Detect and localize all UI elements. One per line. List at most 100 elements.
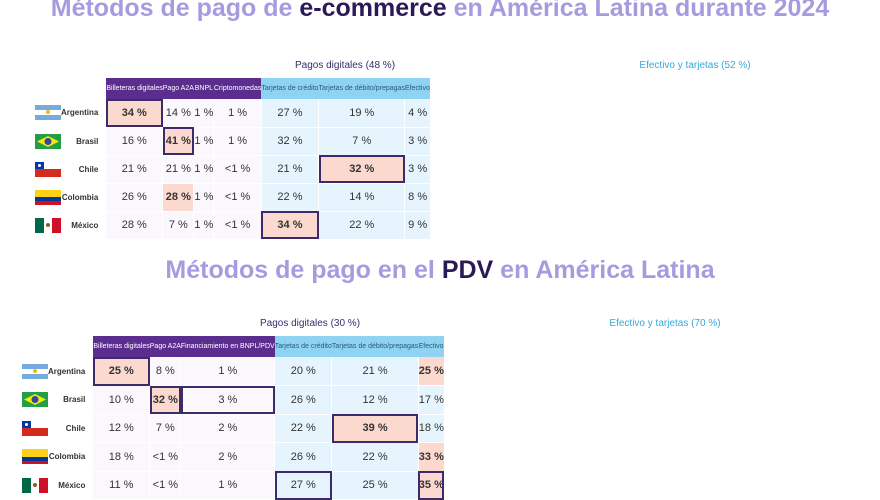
flag-cell [22,442,48,472]
value-cell: 11 % [93,471,150,500]
value-cell: 26 % [274,385,332,415]
ar-flag-icon [22,363,48,379]
flag-cell [22,414,48,443]
value-cell: 14 % [162,99,194,128]
value-cell: 18 % [417,414,444,443]
mx-flag-icon [22,477,48,493]
header-spacer [61,78,106,99]
value-cell: 21 % [260,155,319,184]
column-header: Pago A2A [162,78,194,99]
value-cell: 20 % [274,357,332,386]
table-row: Colombia 18 % <1 % 2 % 26 % 22 % 33 % [22,442,444,472]
value-cell: <1 % [149,471,181,500]
pdv-title: Métodos de pago en el PDV en América Lat… [0,256,880,285]
flag-cell [22,357,48,386]
flag-cell [22,471,48,500]
column-header: Billeteras digitales [106,78,163,99]
column-header: Billeteras digitales [93,336,150,357]
value-cell: <1 % [149,442,181,472]
cash-cards-group-label: Efectivo y tarjetas (70 %) [609,318,721,329]
table-header-row: Billeteras digitales Pago A2A Financiamien… [22,336,444,357]
table-row: Colombia 26 % 28 % 1 % <1 % 22 % 14 % 8 % [35,183,430,212]
header-spacer [35,78,61,99]
value-cell: 12 % [93,414,150,443]
header-spacer [48,336,93,357]
column-header: Financiamiento en BNPL/PDV [180,336,275,357]
header-spacer [22,336,48,357]
value-cell: 21 % [162,155,194,184]
value-cell: 17 % [417,385,444,415]
value-cell: 41 % [162,127,194,156]
table-row: Argentina 34 % 14 % 1 % 1 % 27 % 19 % 4 % [35,99,430,128]
country-label: México [48,471,94,500]
value-cell: 35 % [417,471,444,500]
value-cell: 3 % [180,385,275,415]
value-cell: 3 % [404,155,430,184]
table-row: Brasil 16 % 41 % 1 % 1 % 32 % 7 % 3 % [35,127,430,156]
mx-flag-icon [35,217,61,233]
value-cell: 1 % [180,357,275,386]
value-cell: 18 % [93,442,150,472]
flag-cell [22,385,48,415]
value-cell: 1 % [213,99,262,128]
country-label: Chile [48,414,94,443]
column-header: Tarjetas de débito/prepagas [331,336,419,357]
value-cell: <1 % [213,155,262,184]
co-flag-icon [35,189,61,205]
value-cell: 12 % [331,385,419,415]
value-cell: 21 % [331,357,419,386]
table-row: Chile 21 % 21 % 1 % <1 % 21 % 32 % 3 % [35,155,430,184]
value-cell: 1 % [193,127,214,156]
column-header: Efectivo [404,78,430,99]
value-cell: 26 % [274,442,332,472]
value-cell: 39 % [331,414,419,443]
column-header: Tarjetas de crédito [274,336,332,357]
payment-methods-table: Billeteras digitales Pago A2A Financiamien… [22,336,444,500]
cash-cards-group-label: Efectivo y tarjetas (52 %) [639,60,751,71]
value-cell: 4 % [404,99,430,128]
value-cell: 1 % [193,99,214,128]
ecommerce-title-part3: en América Latina durante 2024 [446,0,830,22]
flag-cell [35,183,61,212]
table-row: Brasil 10 % 32 % 3 % 26 % 12 % 17 % [22,385,444,415]
value-cell: 10 % [93,385,150,415]
country-label: Argentina [48,357,94,386]
pdv-title-part3: en América Latina [493,256,715,284]
table-row: México 28 % 7 % 1 % <1 % 34 % 22 % 9 % [35,211,430,240]
table-row: Argentina 25 % 8 % 1 % 20 % 21 % 25 % [22,357,444,386]
column-header: Efectivo [418,336,444,357]
value-cell: 22 % [260,183,319,212]
value-cell: 2 % [180,414,275,443]
column-header: Criptomonedas [213,78,262,99]
value-cell: 34 % [106,99,163,128]
value-cell: 8 % [149,357,181,386]
value-cell: 1 % [193,183,214,212]
value-cell: 26 % [106,183,163,212]
value-cell: 32 % [149,385,181,415]
table-row: Chile 12 % 7 % 2 % 22 % 39 % 18 % [22,414,444,443]
value-cell: <1 % [213,211,262,240]
flag-cell [35,155,61,184]
value-cell: 25 % [417,357,444,386]
country-label: Brasil [48,385,94,415]
br-flag-icon [22,392,48,408]
value-cell: 16 % [106,127,163,156]
value-cell: 7 % [149,414,181,443]
value-cell: 7 % [162,211,194,240]
value-cell: 32 % [318,155,405,184]
value-cell: 34 % [260,211,319,240]
br-flag-icon [35,133,61,149]
value-cell: 28 % [106,211,163,240]
country-label: Argentina [61,99,107,128]
value-cell: 28 % [162,183,194,212]
ecommerce-title-part1: Métodos de pago de [50,0,300,22]
value-cell: 2 % [180,442,275,472]
column-header: BNPL [193,78,214,99]
cl-flag-icon [35,161,61,177]
table-row: México 11 % <1 % 1 % 27 % 25 % 35 % [22,471,444,500]
value-cell: 33 % [417,442,444,472]
value-cell: 1 % [193,155,214,184]
value-cell: 21 % [106,155,163,184]
column-header: Tarjetas de débito/prepagas [318,78,405,99]
table-header-row: Billeteras digitales Pago A2A BNPL Criptomo… [35,78,430,99]
